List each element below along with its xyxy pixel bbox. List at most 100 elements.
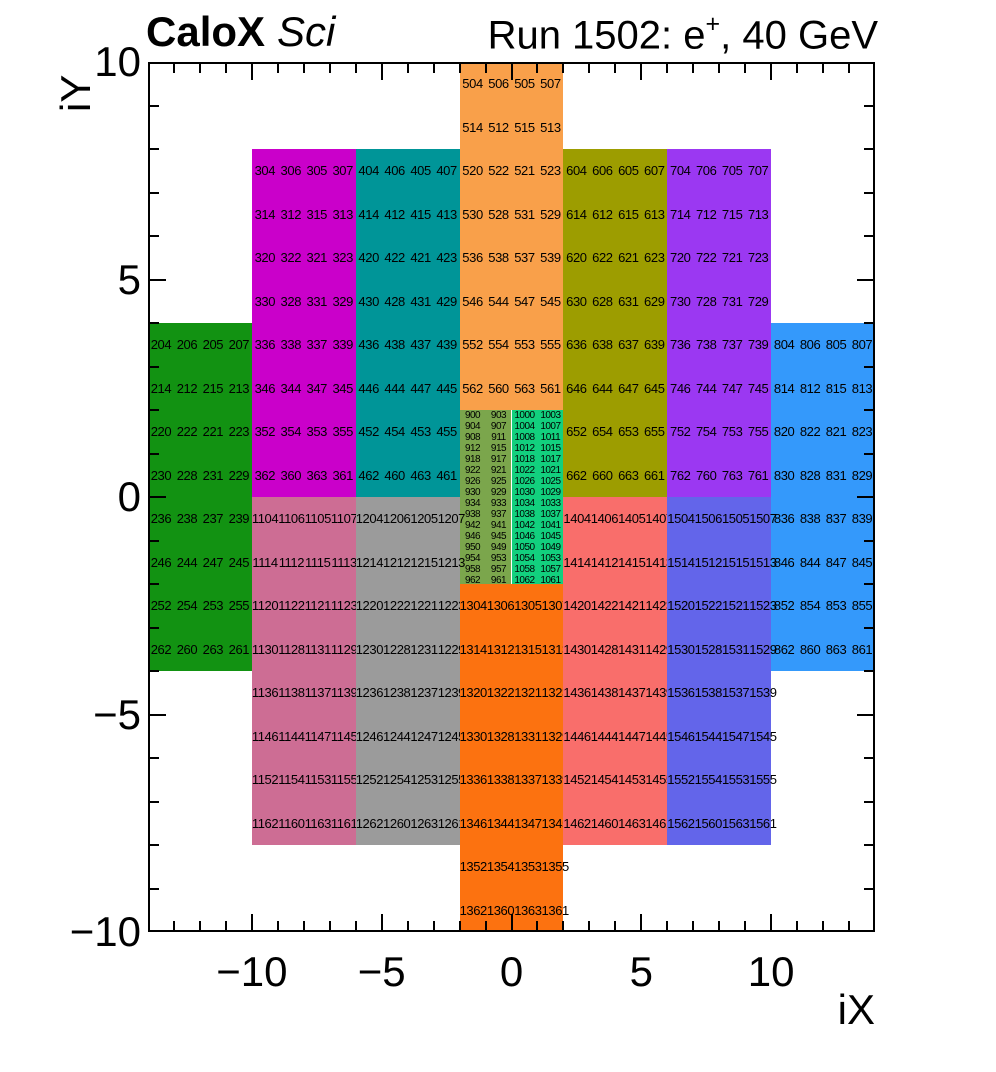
channel-cell: 1222 bbox=[383, 598, 411, 614]
channel-cell: 1145 bbox=[330, 728, 358, 744]
channel-cell: 620 bbox=[566, 250, 587, 266]
channel-cell: 1038 bbox=[514, 509, 535, 520]
channel-cell: 212 bbox=[176, 380, 198, 396]
channel-cell: 1128 bbox=[278, 641, 305, 657]
channel-cell: 331 bbox=[306, 293, 327, 309]
channel-cell: 639 bbox=[644, 337, 665, 353]
channel-cell: 1025 bbox=[540, 476, 561, 487]
channel-cell: 1120 bbox=[251, 598, 279, 614]
channel-cell: 1207 bbox=[437, 511, 466, 527]
axis-tick bbox=[510, 64, 513, 80]
channel-cell: 423 bbox=[436, 250, 457, 266]
channel-cell: 1504 bbox=[667, 511, 695, 527]
channel-cell: 828 bbox=[799, 467, 821, 483]
channel-cell: 206 bbox=[176, 337, 198, 353]
channel-cell: 652 bbox=[566, 424, 587, 440]
x-tick-label: 10 bbox=[747, 948, 795, 995]
channel-cell: 815 bbox=[825, 380, 847, 396]
channel-cell: 1406 bbox=[590, 511, 619, 527]
channel-cell: 746 bbox=[670, 380, 691, 396]
channel-cell: 762 bbox=[670, 467, 691, 483]
channel-cell: 1438 bbox=[590, 685, 619, 701]
channel-cell: 854 bbox=[799, 598, 821, 614]
axis-tick bbox=[666, 64, 669, 73]
channel-cell: 1130 bbox=[251, 641, 279, 657]
channel-cell: 312 bbox=[280, 206, 302, 222]
axis-tick bbox=[150, 235, 159, 237]
channel-cell: 623 bbox=[644, 250, 665, 266]
channel-cell: 339 bbox=[332, 337, 353, 353]
channel-cell: 942 bbox=[464, 520, 481, 531]
channel-cell: 304 bbox=[254, 163, 276, 179]
channel-cell: 962 bbox=[464, 575, 481, 586]
channel-cell: 360 bbox=[280, 467, 302, 483]
axis-tick bbox=[150, 278, 166, 281]
channel-cell: 1353 bbox=[514, 859, 542, 875]
channel-cell: 255 bbox=[228, 598, 250, 614]
channel-cell: 329 bbox=[332, 293, 353, 309]
axis-tick bbox=[380, 914, 383, 930]
channel-cell: 1012 bbox=[514, 443, 535, 454]
axis-tick bbox=[614, 921, 617, 930]
channel-cell: 744 bbox=[695, 380, 717, 396]
block-1200-gray: 1204 1206 1205 1207 1214 1212 1215 1213 1220 1222… bbox=[355, 497, 465, 845]
channel-cell: 1230 bbox=[355, 641, 384, 657]
channel-cell: 1454 bbox=[590, 772, 619, 788]
channel-cell: 737 bbox=[721, 337, 743, 353]
channel-cell: 628 bbox=[592, 293, 613, 309]
channel-cell: 607 bbox=[644, 163, 665, 179]
channel-cell: 612 bbox=[592, 206, 613, 222]
channel-cell: 252 bbox=[150, 598, 172, 614]
channel-cell: 1560 bbox=[694, 815, 723, 831]
channel-cell: 220 bbox=[150, 424, 172, 440]
channel-cell: 538 bbox=[488, 250, 509, 266]
channel-cell: 1562 bbox=[667, 815, 695, 831]
channel-cell: 314 bbox=[254, 206, 276, 222]
channel-cell: 413 bbox=[436, 206, 457, 222]
channel-cell: 1537 bbox=[721, 685, 750, 701]
channel-cell: 961 bbox=[490, 575, 507, 586]
channel-cell: 830 bbox=[773, 467, 795, 483]
channel-cell: 344 bbox=[280, 380, 302, 396]
axis-tick bbox=[864, 452, 873, 455]
channel-cell: 1436 bbox=[563, 685, 591, 701]
channel-cell: 1115 bbox=[305, 554, 331, 570]
channel-cell: 1536 bbox=[667, 685, 695, 701]
axis-tick bbox=[536, 64, 539, 73]
channel-cell: 1206 bbox=[383, 511, 411, 527]
channel-cell: 805 bbox=[825, 337, 847, 353]
channel-cell: 1139 bbox=[330, 685, 358, 701]
channel-cell: 313 bbox=[332, 206, 353, 222]
channel-cell: 1413 bbox=[645, 554, 673, 570]
channel-cell: 622 bbox=[592, 250, 613, 266]
channel-cell: 930 bbox=[464, 487, 481, 498]
channel-cell: 462 bbox=[358, 467, 379, 483]
channel-cell: 560 bbox=[488, 380, 509, 396]
channel-cell: 1137 bbox=[304, 685, 332, 701]
channel-cell: 950 bbox=[464, 542, 481, 553]
axis-tick bbox=[150, 148, 159, 150]
channel-cell: 1252 bbox=[355, 772, 384, 788]
channel-cell: 222 bbox=[176, 424, 198, 440]
axis-tick bbox=[150, 844, 159, 846]
channel-cell: 362 bbox=[254, 467, 276, 483]
channel-cell: 554 bbox=[488, 337, 509, 353]
y-tick-label: 0 bbox=[117, 473, 141, 520]
axis-tick bbox=[692, 921, 695, 930]
channel-cell: 1236 bbox=[355, 685, 384, 701]
block-500-orange: 504 506 505 507 514 512 515 513 520 522 521 523 530 5… bbox=[459, 62, 564, 410]
channel-cell: 1555 bbox=[749, 772, 777, 788]
channel-cell: 630 bbox=[566, 293, 587, 309]
channel-cell: 1033 bbox=[540, 498, 561, 509]
channel-cell: 739 bbox=[747, 337, 769, 353]
axis-tick bbox=[822, 921, 825, 930]
channel-cell: 1414 bbox=[563, 554, 591, 570]
channel-cell: 321 bbox=[306, 250, 327, 266]
channel-cell: 506 bbox=[488, 76, 509, 92]
channel-cell: 945 bbox=[490, 531, 507, 542]
channel-cell: 354 bbox=[280, 424, 302, 440]
channel-cell: 1008 bbox=[514, 432, 535, 443]
channel-cell: 1238 bbox=[383, 685, 411, 701]
x-tick-label: −5 bbox=[357, 948, 406, 995]
channel-cell: 1223 bbox=[437, 598, 466, 614]
